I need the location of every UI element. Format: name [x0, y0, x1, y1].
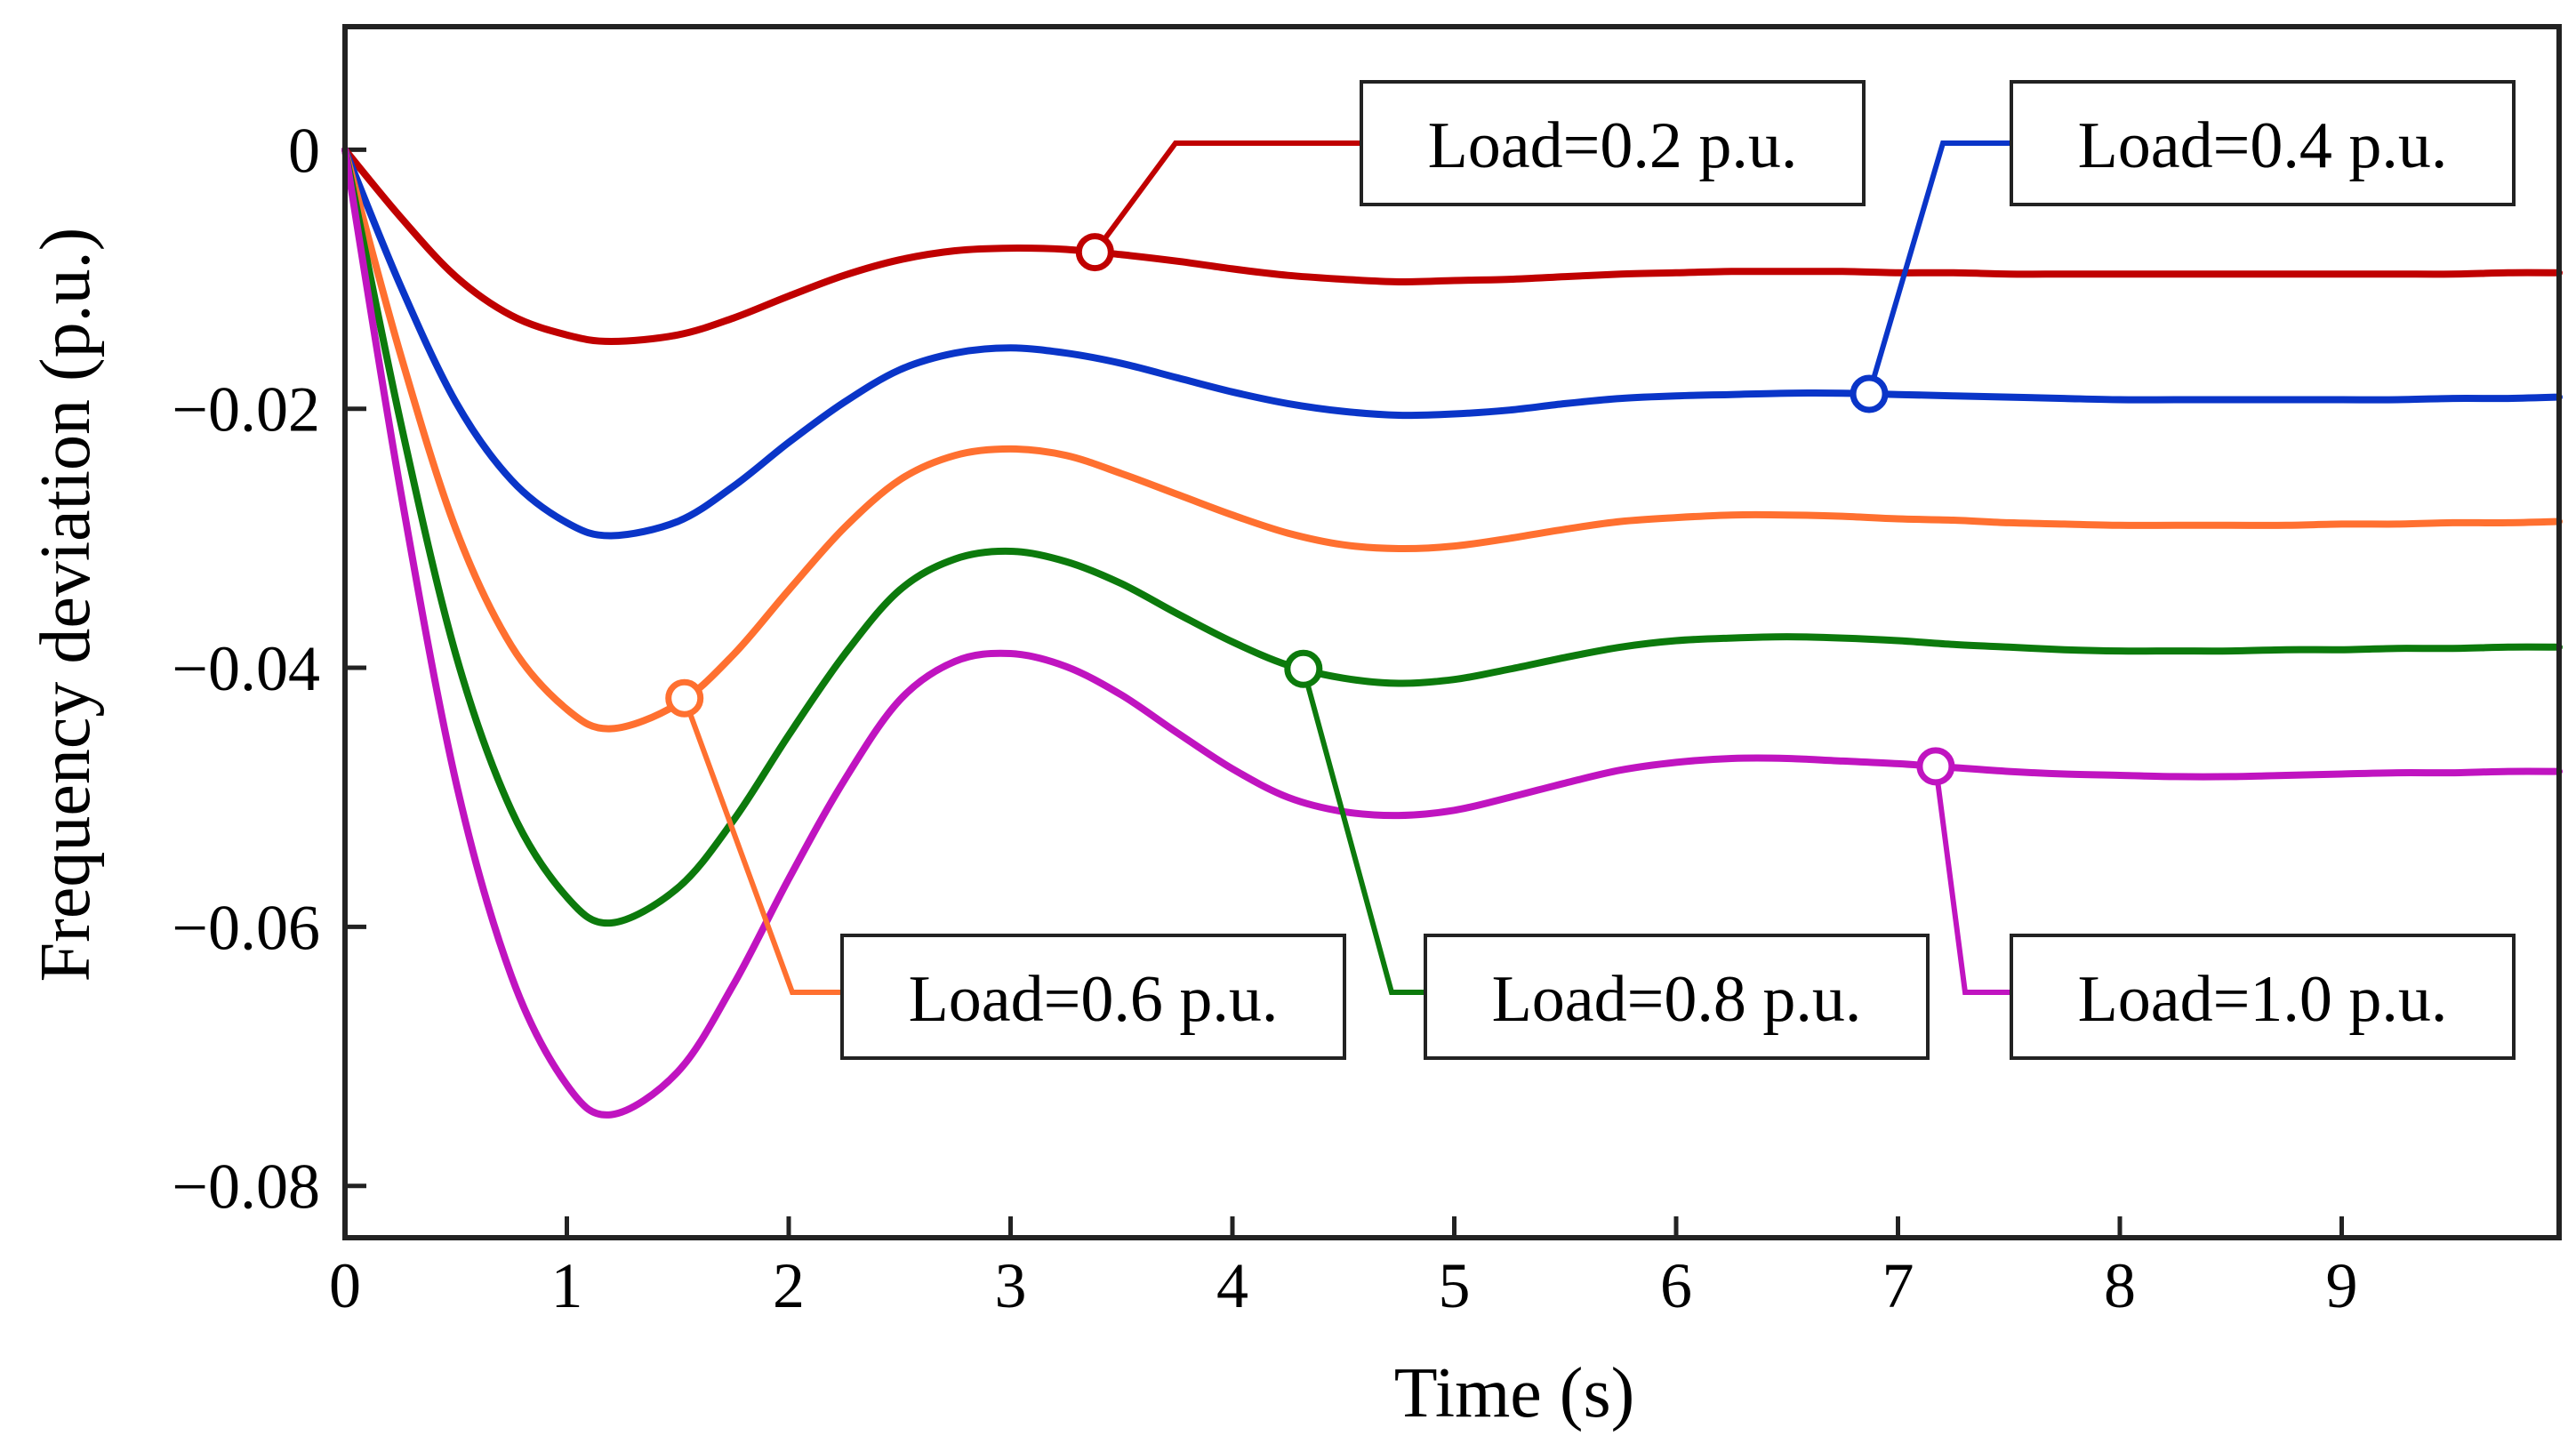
x-tick-label-4: 4 [1216, 1250, 1248, 1321]
x-tick-labels: 0 1 2 3 4 5 6 7 8 9 [329, 1250, 2357, 1321]
series-marker-3 [1284, 649, 1323, 688]
y-tick-label-2: −0.04 [172, 633, 320, 704]
series-marker-1 [1850, 374, 1889, 413]
leader-line-1 [1866, 140, 2011, 395]
legend-box-4 [2010, 934, 2516, 1060]
x-tick-label-1: 1 [550, 1250, 582, 1321]
leader-line-3 [1300, 668, 1425, 995]
x-tick-label-7: 7 [1882, 1250, 1914, 1321]
x-tick-label-0: 0 [329, 1250, 361, 1321]
series-line-4 [341, 146, 2563, 1119]
y-tick-label-1: −0.02 [172, 374, 320, 445]
x-tick-label-3: 3 [994, 1250, 1026, 1321]
x-tick-label-6: 6 [1660, 1250, 1692, 1321]
series-line-3 [341, 146, 2563, 927]
legend-label-4: Load=1.0 p.u. [2078, 963, 2448, 1036]
y-tick-label-3: −0.06 [172, 892, 320, 963]
y-tick-labels: 0 −0.02 −0.04 −0.06 −0.08 [172, 115, 320, 1222]
y-axis-title: Frequency deviation (p.u.) [27, 228, 105, 983]
series-line-2 [341, 146, 2563, 733]
legend-label-2: Load=0.6 p.u. [909, 963, 1279, 1036]
x-tick-label-2: 2 [773, 1250, 805, 1321]
leader-line-0 [1092, 140, 1361, 254]
legend-box-3 [1424, 934, 1930, 1060]
series-lines [341, 146, 2563, 1119]
leader-line-4 [1932, 766, 2011, 995]
x-axis-title: Time (s) [1394, 1354, 1634, 1432]
legend-label-1: Load=0.4 p.u. [2078, 109, 2448, 182]
y-tick-label-4: −0.08 [172, 1151, 320, 1223]
x-tick-label-8: 8 [2104, 1250, 2136, 1321]
leader-line-2 [681, 697, 842, 995]
plot-frame [342, 24, 2562, 1240]
series-line-1 [341, 146, 2563, 540]
series-markers [665, 233, 1955, 786]
legend-boxes: Load=0.2 p.u. Load=0.4 p.u. Load=0.6 p.u. L… [840, 80, 2516, 1060]
x-tick-label-5: 5 [1438, 1250, 1470, 1321]
legend-label-3: Load=0.8 p.u. [1492, 963, 1862, 1036]
legend-box-1 [2010, 80, 2516, 206]
series-line-0 [341, 146, 2563, 345]
legend-box-0 [1360, 80, 1866, 206]
legend-leader-lines [681, 140, 2011, 995]
legend-box-2 [840, 934, 1346, 1060]
series-marker-2 [665, 678, 704, 718]
series-marker-4 [1916, 747, 1955, 786]
series-marker-0 [1075, 233, 1114, 272]
legend-label-0: Load=0.2 p.u. [1428, 109, 1798, 182]
x-tick-label-9: 9 [2325, 1250, 2357, 1321]
y-tick-label-0: 0 [288, 115, 320, 186]
